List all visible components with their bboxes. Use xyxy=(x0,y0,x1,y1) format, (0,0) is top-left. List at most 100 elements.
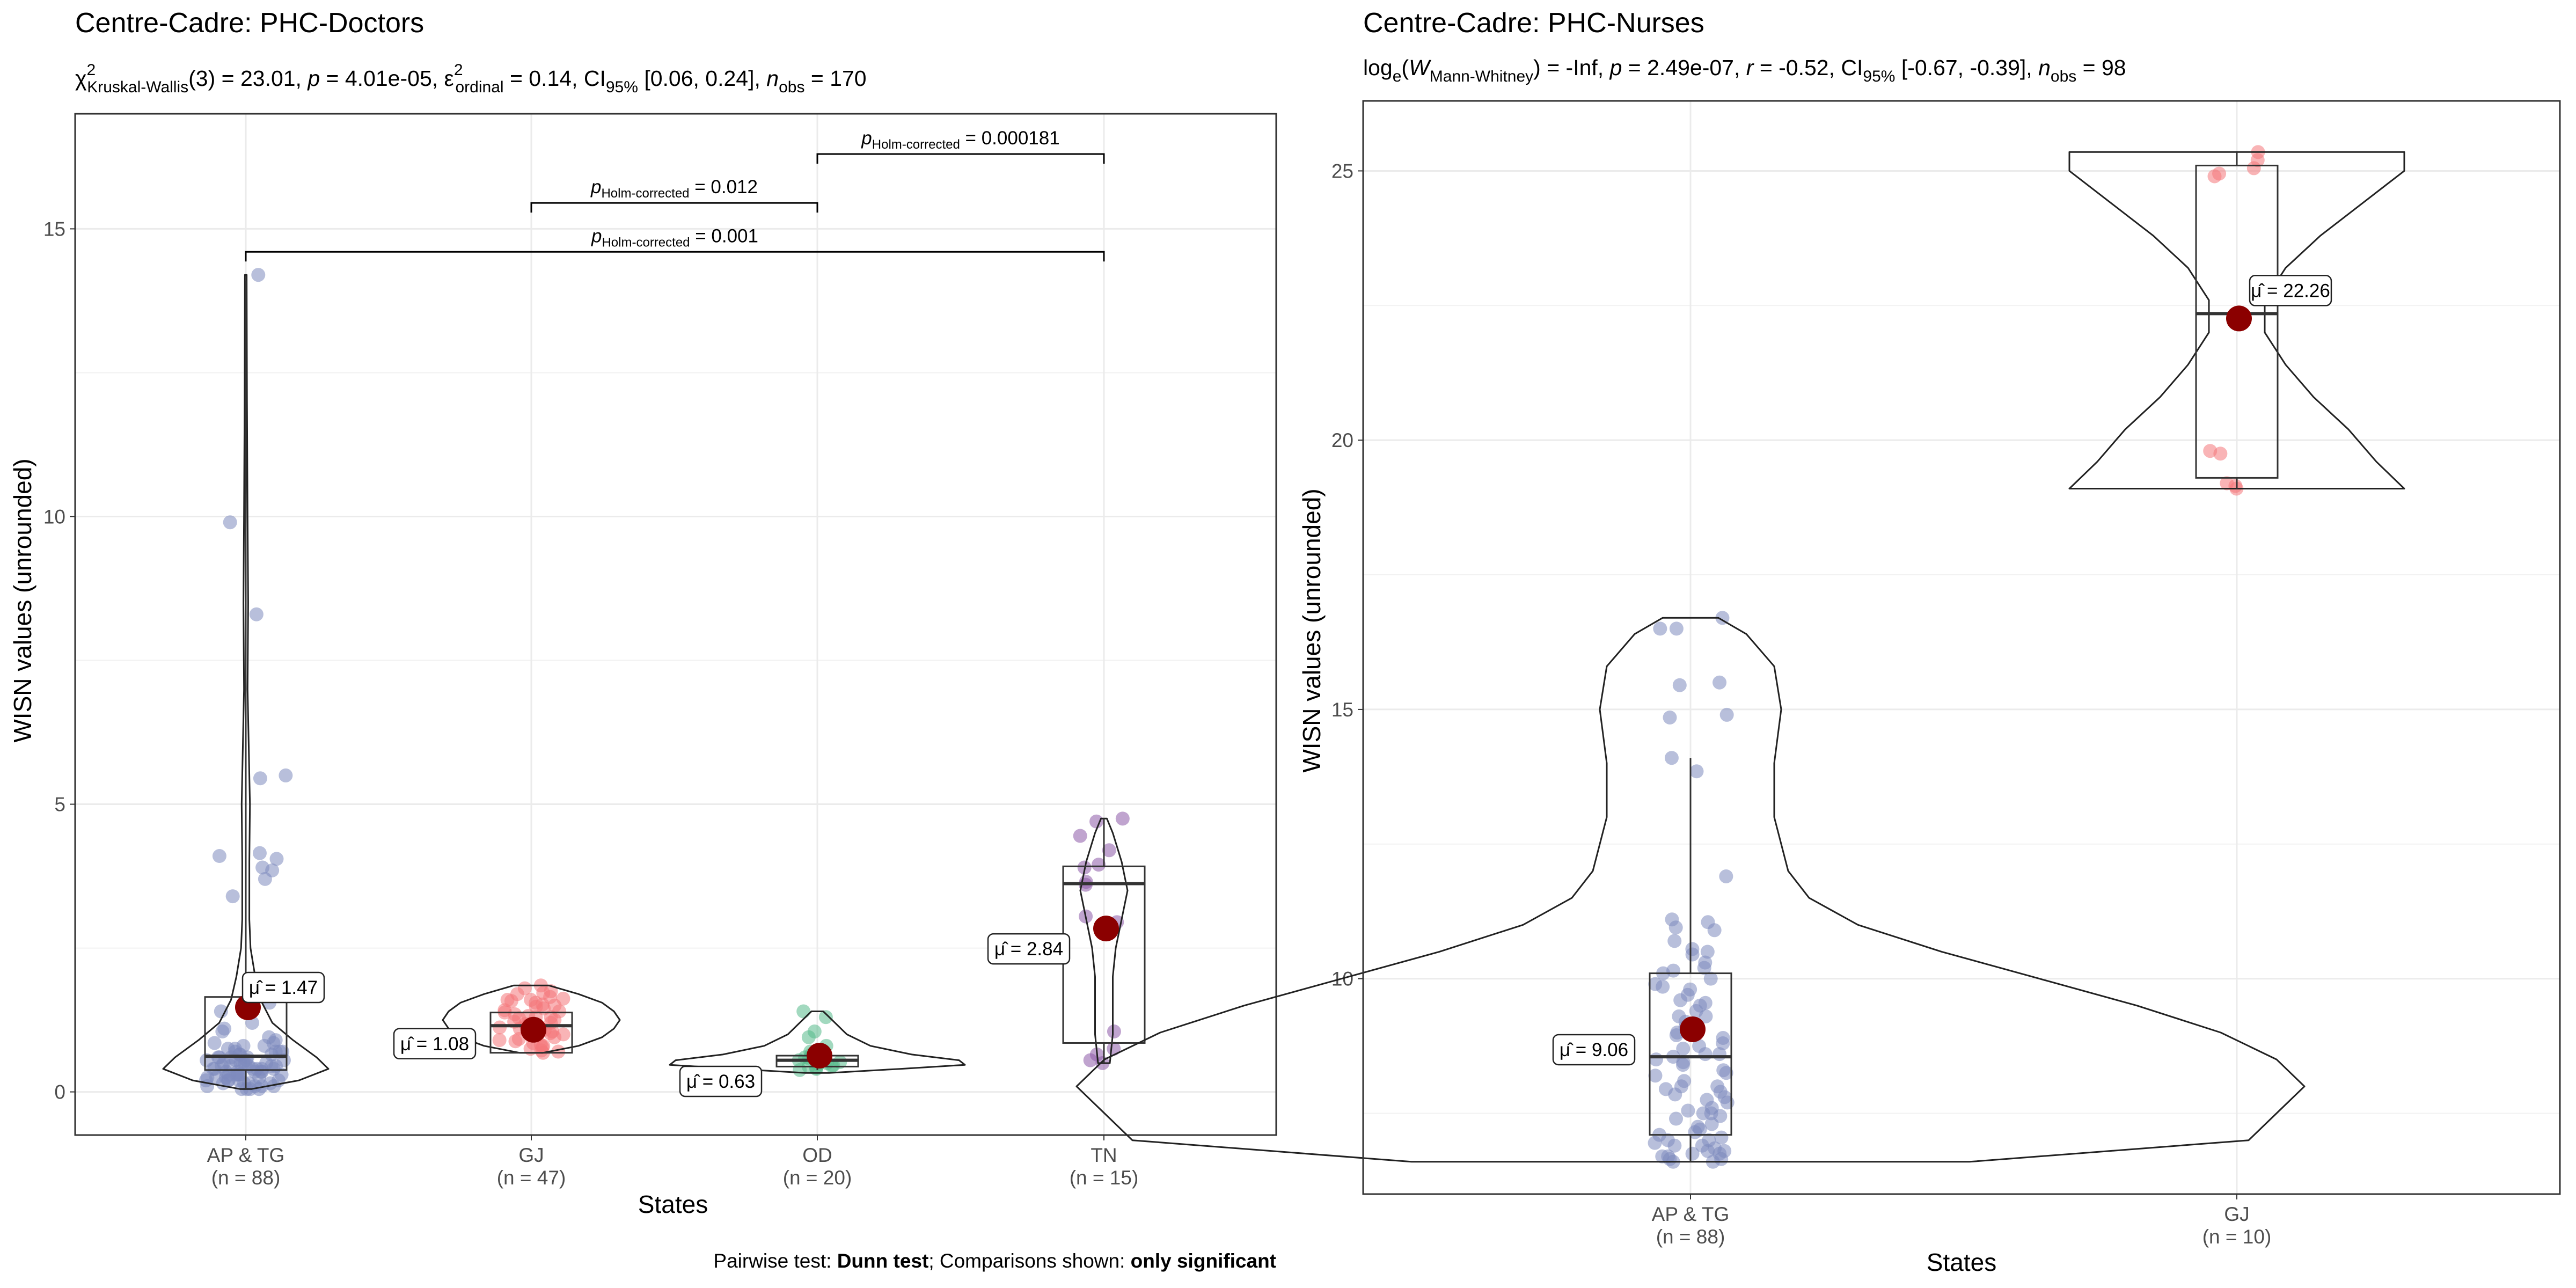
y-axis-title-doctors: WISN values (unrounded) xyxy=(9,458,36,742)
data-point xyxy=(1669,621,1684,636)
subtitle-sub: obs xyxy=(779,78,804,96)
group-gj: μ̂ = 1.08 xyxy=(393,978,621,1060)
data-point xyxy=(1716,1036,1730,1051)
subtitle-part: = 0.14, CI xyxy=(504,66,606,91)
x-tick-label: AP & TG xyxy=(207,1144,285,1166)
data-point xyxy=(1653,621,1667,636)
mean-label-box xyxy=(2249,275,2332,306)
y-tick-label: 5 xyxy=(54,794,65,816)
mean-label-box xyxy=(987,933,1071,965)
subtitle-part: ε xyxy=(444,66,454,91)
data-point xyxy=(1089,814,1104,829)
data-point xyxy=(1719,707,1734,722)
data-point xyxy=(1675,1058,1690,1072)
bracket-line xyxy=(245,251,1105,262)
group-gj: μ̂ = 22.26 xyxy=(2068,145,2405,496)
group-ap-tg: μ̂ = 1.47 xyxy=(162,268,330,1096)
subtitle-part: p xyxy=(1609,55,1622,80)
data-point xyxy=(2246,161,2261,175)
data-point xyxy=(223,515,237,530)
data-point xyxy=(1092,858,1106,872)
mean-label-text: μ̂ = 9.06 xyxy=(1560,1040,1628,1060)
significance-bracket: pHolm-corrected = 0.001 xyxy=(245,225,1105,262)
mean-point xyxy=(807,1043,832,1069)
pairwise-caption: Pairwise test: Dunn test; Comparisons sh… xyxy=(713,1250,1276,1272)
mean-label-text: μ̂ = 22.26 xyxy=(2251,280,2330,301)
subtitle-sup: 2 xyxy=(454,61,463,79)
y-tick-label: 20 xyxy=(1331,429,1353,451)
mean-label-box xyxy=(1552,1034,1636,1066)
data-point xyxy=(1697,961,1711,975)
mean-point xyxy=(521,1016,546,1043)
panel-title-nurses: Centre-Cadre: PHC-Nurses xyxy=(1363,8,1704,39)
data-point xyxy=(493,1020,507,1035)
data-point xyxy=(492,1033,507,1048)
bracket-value: = 0.012 xyxy=(690,177,758,197)
panel-title-doctors: Centre-Cadre: PHC-Doctors xyxy=(75,8,424,39)
data-point xyxy=(225,889,240,904)
data-point xyxy=(1656,979,1670,994)
subtitle-part: (3) = 23.01, xyxy=(188,66,308,91)
subtitle-part: χ xyxy=(75,66,87,91)
significance-bracket: pHolm-corrected = 0.012 xyxy=(530,177,818,213)
data-point xyxy=(1115,811,1130,826)
data-point xyxy=(207,1036,222,1050)
subtitle-sub: Kruskal-Wallis xyxy=(87,78,188,96)
data-point xyxy=(1685,1146,1700,1161)
bracket-p: p xyxy=(861,128,872,149)
x-tick-n-label: (n = 88) xyxy=(211,1167,281,1189)
data-point xyxy=(1673,993,1688,1007)
violin-outline xyxy=(669,1011,966,1074)
data-point xyxy=(818,1010,833,1024)
box xyxy=(2195,164,2279,479)
data-point xyxy=(1660,1133,1675,1147)
data-point xyxy=(793,1063,807,1077)
mean-label: μ̂ = 1.08 xyxy=(393,1028,477,1060)
x-tick-n-label: (n = 88) xyxy=(1656,1226,1725,1248)
data-point xyxy=(215,1059,229,1073)
data-point xyxy=(2213,447,2228,461)
data-point xyxy=(249,607,264,621)
mean-label: μ̂ = 9.06 xyxy=(1552,1034,1636,1066)
bracket-line xyxy=(816,153,1105,164)
violin-outline xyxy=(1079,817,1129,1064)
data-point xyxy=(1663,710,1677,724)
caption-middle: ; Comparisons shown: xyxy=(928,1250,1130,1272)
data-point xyxy=(1710,1079,1725,1094)
data-point xyxy=(251,268,266,282)
data-point xyxy=(1707,923,1722,938)
data-point xyxy=(1669,1111,1684,1126)
data-point xyxy=(1668,920,1683,935)
data-point xyxy=(1703,971,1718,986)
subtitle-sup: 2 xyxy=(87,61,96,79)
bracket-line xyxy=(530,202,818,213)
data-point xyxy=(1720,1095,1735,1110)
data-point xyxy=(200,1079,215,1093)
subtitle-part: = 98 xyxy=(2076,55,2126,80)
data-point xyxy=(258,872,272,886)
data-point xyxy=(547,1030,562,1044)
subtitle-part: = 2.49e-07, xyxy=(1622,55,1746,80)
data-point xyxy=(508,1034,523,1049)
subtitle-part: = 4.01e-05, xyxy=(320,66,444,91)
mean-point xyxy=(1680,1016,1706,1042)
bracket-p: p xyxy=(590,177,601,197)
data-point xyxy=(1704,1117,1719,1131)
box xyxy=(489,1012,573,1054)
violin-outline xyxy=(1075,617,2306,1163)
y-tick-label: 15 xyxy=(1331,699,1353,721)
data-point xyxy=(796,1004,811,1019)
bracket-value: = 0.001 xyxy=(690,225,758,246)
subtitle-part: p xyxy=(306,66,320,91)
subtitle-part: log xyxy=(1363,55,1393,80)
data-point xyxy=(1667,934,1682,948)
data-point xyxy=(1668,1087,1682,1102)
data-point xyxy=(1719,1066,1733,1080)
group-od: μ̂ = 0.63 xyxy=(669,1004,966,1097)
x-tick-n-label: (n = 15) xyxy=(1070,1167,1139,1189)
data-point xyxy=(215,1024,230,1039)
mean-label: μ̂ = 0.63 xyxy=(679,1065,763,1097)
y-axis-title-nurses: WISN values (unrounded) xyxy=(1298,488,1326,772)
data-point xyxy=(1681,1103,1695,1118)
